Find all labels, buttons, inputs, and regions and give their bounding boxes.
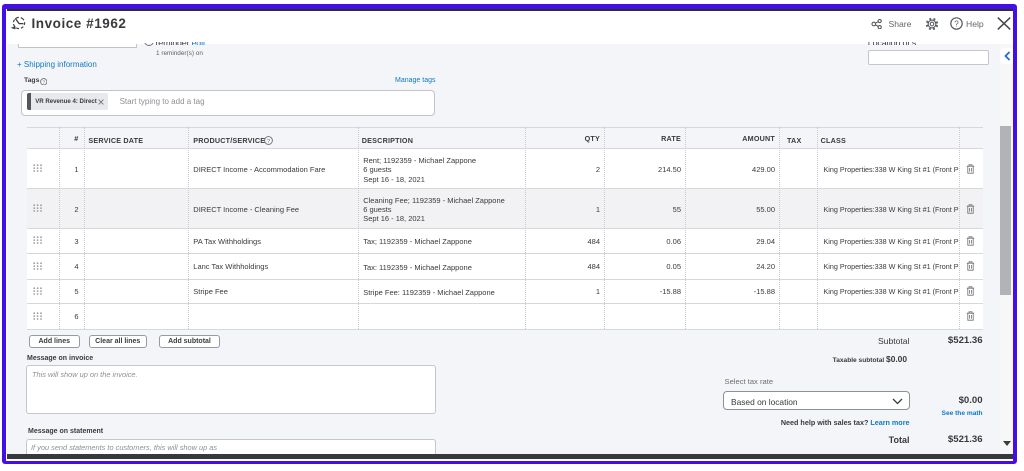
svg-text:?: ? bbox=[266, 138, 269, 144]
svg-text:?: ? bbox=[42, 79, 45, 84]
svg-text:?: ? bbox=[954, 19, 959, 28]
